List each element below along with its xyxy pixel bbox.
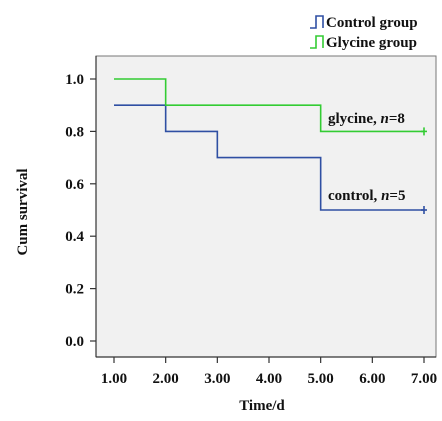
x-tick-label: 6.00	[359, 371, 385, 387]
plot-area	[95, 55, 437, 358]
series-line-glycine	[114, 78, 424, 133]
x-tick-label: 4.00	[256, 371, 282, 387]
y-tick-label: 0.6	[65, 177, 84, 193]
legend-swatch-control	[310, 15, 324, 29]
x-tick-label: 3.00	[204, 371, 230, 387]
annotation-control: control, n=5	[328, 188, 405, 204]
y-tick-label: 0.0	[65, 334, 84, 350]
x-tick-label: 1.00	[101, 371, 127, 387]
x-tick-label: 2.00	[153, 371, 179, 387]
series-layer	[114, 78, 427, 214]
legend-label-control: Control group	[326, 15, 418, 31]
x-tick-label: 7.00	[411, 371, 437, 387]
legend: Control group Glycine group	[310, 15, 418, 51]
legend-label-glycine: Glycine group	[326, 35, 417, 51]
x-tick-label: 5.00	[308, 371, 334, 387]
y-axis-label: Cum survival	[15, 168, 31, 255]
y-tick-label: 1.0	[65, 72, 84, 88]
y-ticks: 0.0 0.2 0.4 0.6 0.8 1.0	[65, 72, 96, 350]
y-tick-label: 0.4	[65, 229, 84, 245]
annotation-glycine: glycine, n=8	[328, 111, 405, 127]
legend-swatch-glycine	[310, 35, 324, 49]
x-axis-label: Time/d	[239, 398, 285, 414]
y-tick-label: 0.8	[65, 124, 84, 140]
series-line-control	[114, 104, 424, 211]
y-tick-label: 0.2	[65, 282, 84, 298]
x-ticks: 1.00 2.00 3.00 4.00 5.00 6.00 7.00	[101, 357, 437, 387]
